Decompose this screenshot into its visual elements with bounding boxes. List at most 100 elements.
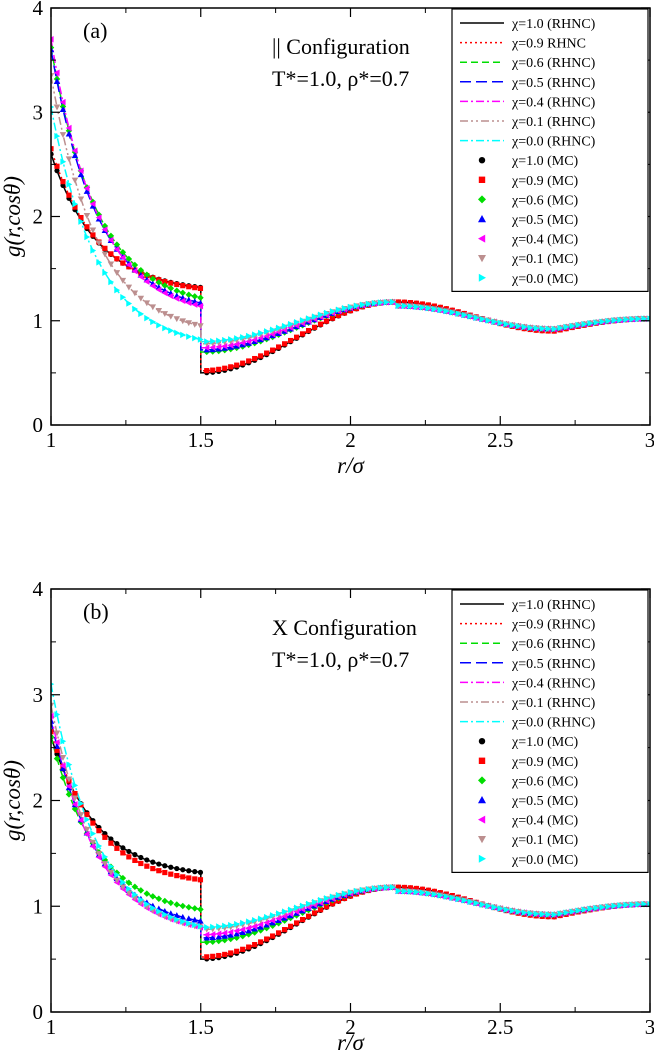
data-point-12-3 — [65, 776, 73, 783]
data-point-10-28 — [215, 933, 222, 940]
data-point-13-78 — [515, 908, 522, 916]
data-point-13-71 — [473, 314, 480, 321]
panel-label: (b) — [83, 599, 109, 624]
data-point-13-8 — [96, 259, 103, 266]
data-point-13-82 — [539, 911, 546, 918]
data-point-13-7 — [90, 830, 97, 837]
data-point-13-73 — [485, 317, 492, 324]
data-point-13-21 — [174, 916, 181, 923]
data-point-13-60 — [407, 888, 414, 895]
data-point-11-4 — [71, 801, 78, 808]
data-point-7-21 — [174, 865, 180, 872]
data-point-13-25 — [197, 923, 204, 930]
data-point-13-56 — [383, 298, 390, 306]
data-point-13-3 — [66, 761, 73, 768]
data-point-11-35 — [257, 334, 264, 342]
data-point-8-61 — [413, 885, 419, 892]
data-point-13-23 — [186, 333, 193, 340]
data-point-12-22 — [179, 318, 187, 325]
legend-label-7: χ=1.0 (MC) — [511, 154, 579, 169]
data-point-13-40 — [288, 320, 294, 328]
data-point-8-22 — [180, 283, 186, 289]
data-point-13-89 — [581, 320, 588, 328]
data-point-11-13 — [125, 261, 132, 269]
data-point-11-36 — [263, 919, 270, 926]
data-point-13-60 — [407, 302, 414, 310]
legend-box — [451, 589, 649, 873]
y-tick-label-0: 0 — [33, 1000, 44, 1024]
y-axis-label: g(r,cosθ) — [0, 760, 25, 841]
data-point-8-26 — [204, 368, 210, 374]
data-point-11-31 — [233, 927, 240, 935]
legend-label-10: χ=0.5 (MC) — [511, 213, 579, 228]
data-point-7-12 — [120, 845, 126, 851]
data-point-11-6 — [83, 830, 90, 838]
data-point-13-96 — [623, 316, 630, 323]
y-tick-label-2: 2 — [33, 205, 44, 229]
data-point-11-38 — [275, 915, 282, 922]
data-point-8-27 — [210, 953, 216, 959]
data-point-8-32 — [240, 946, 246, 952]
data-point-13-4 — [72, 782, 79, 789]
data-point-8-62 — [419, 886, 425, 892]
data-point-10-0 — [51, 46, 55, 53]
data-point-9-16 — [143, 890, 151, 897]
data-point-13-51 — [353, 302, 360, 310]
data-point-13-66 — [443, 307, 450, 315]
series-markers-13 — [51, 105, 650, 345]
data-point-13-34 — [252, 331, 258, 338]
legend-label-1: χ=0.9 (RHNC) — [511, 618, 596, 633]
legend-box — [451, 8, 649, 292]
data-point-8-34 — [252, 355, 258, 362]
legend-marker-13 — [478, 273, 486, 282]
data-point-9-18 — [155, 279, 163, 286]
data-point-10-22 — [179, 913, 187, 920]
data-point-11-37 — [269, 917, 276, 924]
data-point-8-10 — [108, 251, 114, 257]
legend-label-10: χ=0.5 (MC) — [511, 794, 579, 809]
data-point-8-47 — [329, 315, 336, 321]
data-point-11-7 — [89, 200, 96, 208]
data-point-9-18 — [155, 895, 163, 903]
data-point-8-60 — [407, 300, 413, 306]
data-point-13-76 — [503, 906, 510, 913]
data-point-9-14 — [131, 261, 139, 269]
configuration-title: || Configuration — [272, 34, 410, 59]
data-point-10-31 — [233, 930, 240, 937]
data-point-9-1 — [53, 755, 61, 762]
data-point-9-17 — [149, 275, 157, 283]
legend-label-11: χ=0.4 (MC) — [511, 814, 579, 829]
data-point-13-65 — [437, 892, 444, 899]
data-point-13-97 — [629, 315, 636, 323]
data-point-12-16 — [143, 300, 151, 307]
data-point-13-1 — [54, 132, 61, 140]
data-point-13-98 — [635, 901, 642, 908]
y-tick-label-4: 4 — [33, 577, 44, 601]
data-point-8-18 — [156, 868, 162, 874]
data-point-9-14 — [131, 883, 139, 891]
data-point-8-0 — [51, 729, 54, 735]
data-point-8-26 — [204, 954, 210, 960]
data-point-8-31 — [234, 948, 240, 954]
data-point-9-25 — [197, 294, 204, 301]
data-point-8-43 — [305, 327, 312, 334]
data-point-10-33 — [245, 927, 252, 934]
data-point-8-39 — [282, 341, 288, 347]
data-point-7-1 — [54, 168, 60, 174]
data-point-11-33 — [245, 338, 252, 345]
data-point-13-50 — [347, 889, 354, 896]
data-point-13-57 — [389, 298, 396, 306]
data-point-13-12 — [120, 879, 127, 886]
legend-marker-10 — [478, 215, 486, 223]
data-point-11-16 — [143, 278, 150, 285]
data-point-12-20 — [167, 313, 175, 320]
data-point-7-22 — [180, 867, 186, 873]
legend-label-3: χ=0.5 (RHNC) — [511, 76, 596, 91]
data-point-10-34 — [251, 925, 258, 932]
data-point-13-97 — [629, 901, 636, 908]
data-point-11-33 — [245, 924, 252, 932]
data-point-12-1 — [53, 104, 61, 111]
x-tick-label-3: 2.5 — [487, 428, 513, 452]
data-point-13-19 — [162, 911, 169, 918]
